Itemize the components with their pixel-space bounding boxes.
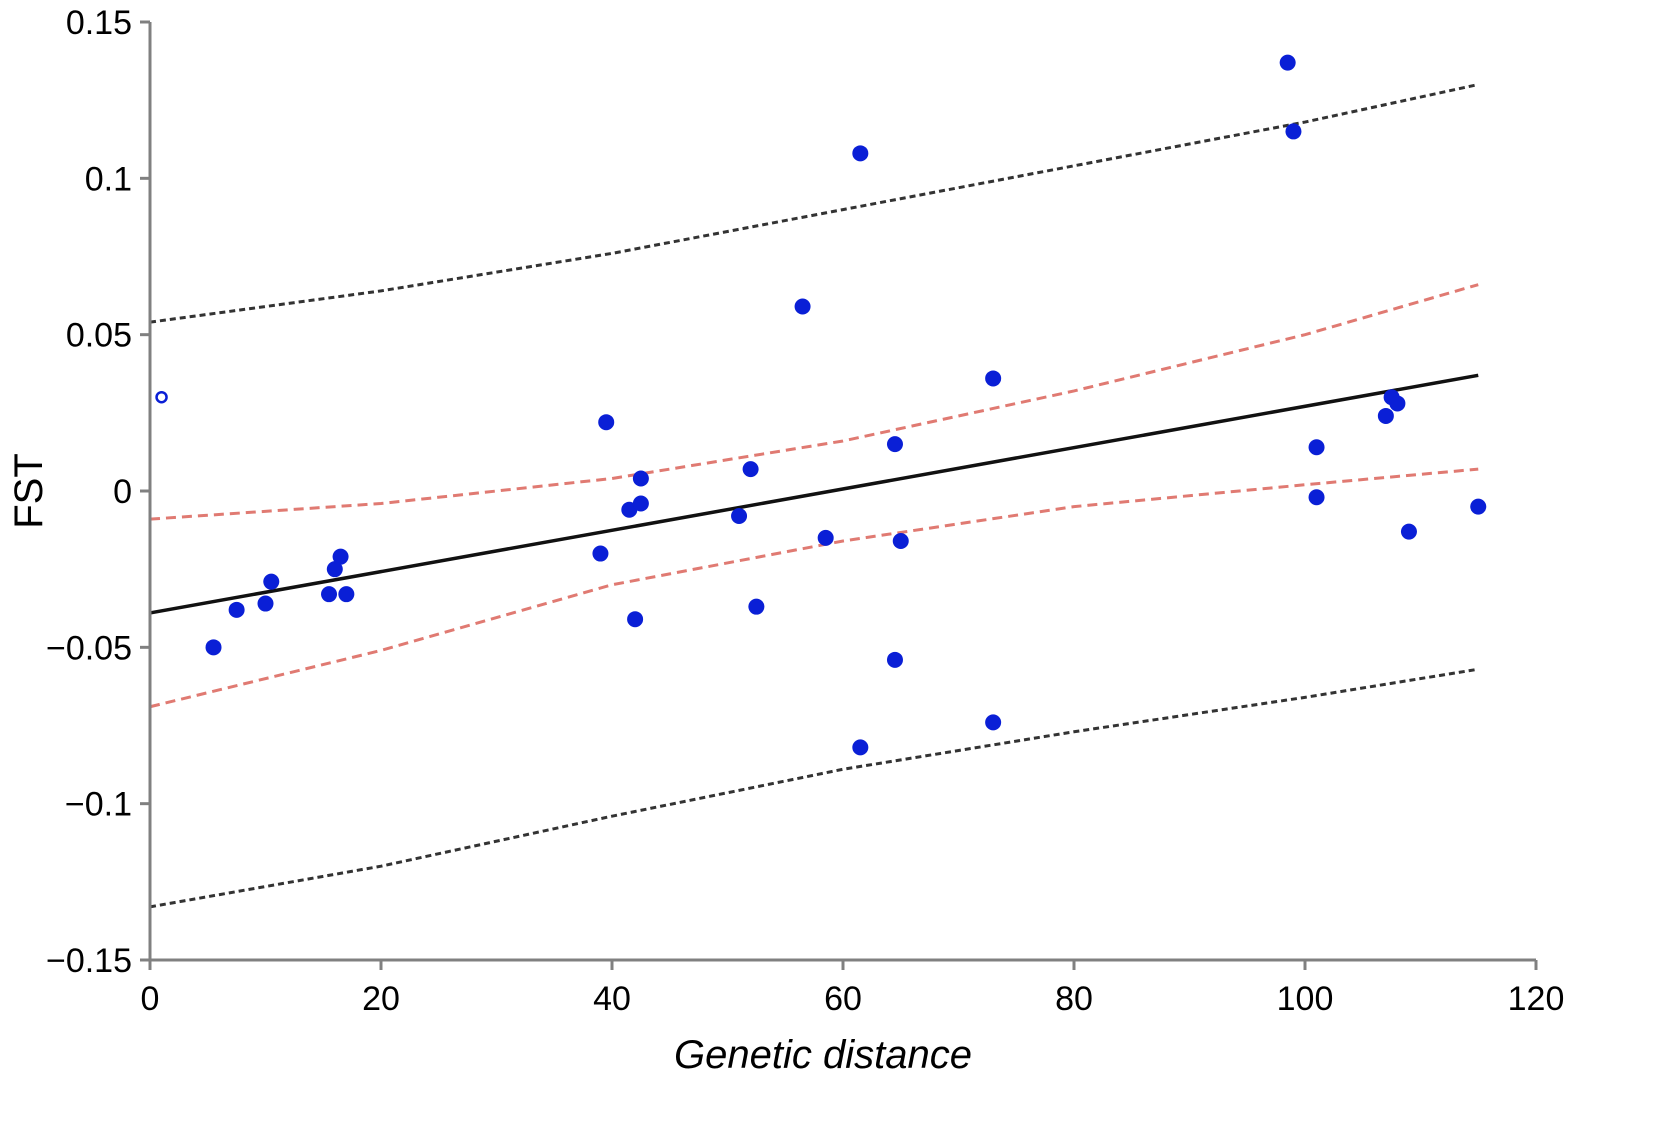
data-point [817, 529, 834, 546]
data-point [886, 651, 903, 668]
outlier-point [155, 390, 168, 404]
data-point [321, 586, 338, 603]
prediction-band-lower [149, 667, 1479, 909]
data-point [794, 298, 811, 315]
x-axis-title: Genetic distance [674, 1033, 972, 1077]
data-point [598, 414, 615, 431]
data-point [731, 508, 748, 525]
data-point [1285, 123, 1302, 140]
data-point [742, 461, 759, 478]
confidence-band-upper [149, 283, 1479, 521]
y-tick-label: 0.1 [85, 160, 132, 198]
data-point [1400, 523, 1417, 540]
regression-group [149, 373, 1479, 615]
data-point [892, 533, 909, 550]
data-point [1389, 395, 1406, 412]
data-point [632, 470, 649, 487]
y-tick-label: −0.1 [65, 786, 132, 824]
data-point [205, 639, 222, 656]
data-point [1308, 489, 1325, 506]
data-point [985, 714, 1002, 731]
prediction-band-upper [149, 83, 1479, 324]
y-tick-label: 0 [113, 473, 132, 511]
data-point [326, 561, 343, 578]
data-point [257, 595, 274, 612]
axes [148, 22, 1536, 962]
y-ticks: 0.15 0.1 0.05 0 −0.05 −0.1 −0.15 [46, 4, 150, 980]
y-axis-title: FST [7, 453, 51, 529]
data-point [627, 611, 644, 628]
data-point [985, 370, 1002, 387]
data-point [852, 145, 869, 162]
data-point [852, 739, 869, 756]
data-point [748, 598, 765, 615]
data-point [886, 436, 903, 453]
x-tick-label: 0 [141, 980, 160, 1018]
regression-line [149, 373, 1479, 615]
data-point [1470, 498, 1487, 515]
data-point [592, 545, 609, 562]
x-tick-label: 60 [824, 980, 862, 1018]
x-tick-label: 20 [362, 980, 400, 1018]
data-points [155, 54, 1487, 756]
data-point [1377, 407, 1394, 424]
data-point [1308, 439, 1325, 456]
x-tick-label: 100 [1277, 980, 1334, 1018]
confidence-band-lower [149, 467, 1479, 709]
y-tick-label: 0.05 [66, 317, 132, 355]
data-point [632, 495, 649, 512]
y-tick-label: −0.05 [46, 629, 132, 667]
data-point [263, 573, 280, 590]
x-tick-label: 120 [1508, 980, 1565, 1018]
data-point [1279, 54, 1296, 71]
data-point [332, 548, 349, 565]
x-tick-label: 40 [593, 980, 631, 1018]
data-point [228, 601, 245, 618]
y-tick-label: −0.15 [46, 942, 132, 980]
interval-bands [149, 83, 1479, 909]
x-tick-label: 80 [1055, 980, 1093, 1018]
x-ticks: 0 20 40 60 80 100 120 [141, 960, 1565, 1018]
data-point [338, 586, 355, 603]
y-tick-label: 0.15 [66, 4, 132, 42]
